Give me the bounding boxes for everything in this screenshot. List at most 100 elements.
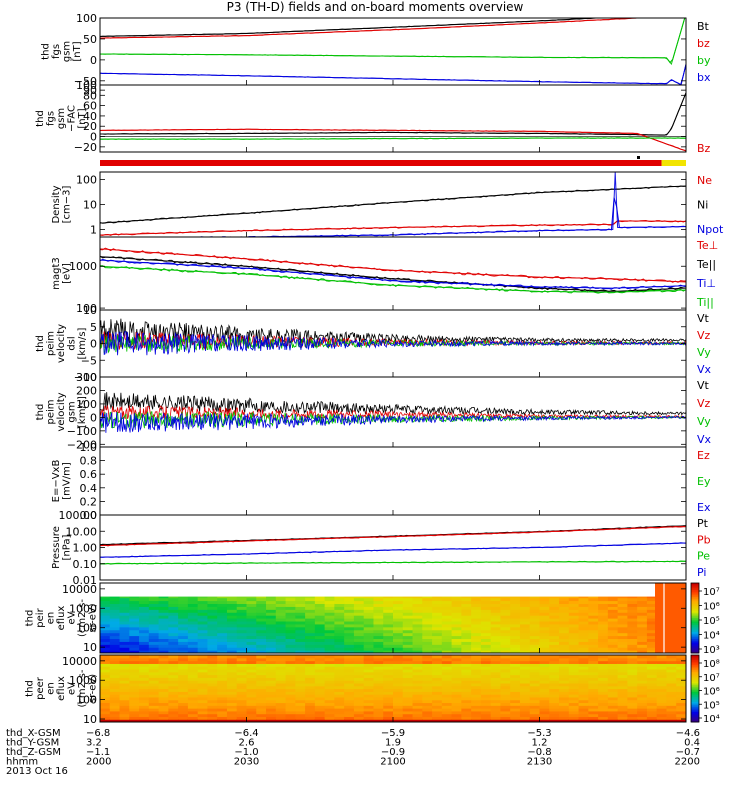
heatmap-cell xyxy=(637,713,648,718)
heatmap-cell xyxy=(305,713,316,718)
heatmap-cell xyxy=(334,655,345,659)
heatmap-cell xyxy=(187,688,199,692)
heatmap-cell xyxy=(187,620,199,625)
heatmap-cell xyxy=(402,644,414,648)
heatmap-cell xyxy=(676,699,686,704)
heatmap-cell xyxy=(266,650,277,653)
heatmap-cell xyxy=(100,600,111,605)
heatmap-cell xyxy=(334,696,345,701)
heatmap-cell xyxy=(607,660,619,664)
heatmap-cell xyxy=(627,603,638,607)
heatmap-cell xyxy=(226,644,238,648)
heatmap-cell xyxy=(305,638,316,642)
heatmap-cell xyxy=(588,682,599,687)
heatmap-cell xyxy=(471,685,482,690)
heatmap-cell xyxy=(217,719,228,722)
heatmap-cell xyxy=(617,600,628,605)
heatmap-cell xyxy=(305,682,316,687)
heatmap-cell xyxy=(139,629,150,634)
heatmap-cell xyxy=(324,708,335,712)
heatmap-cell xyxy=(441,615,453,619)
heatmap-cell xyxy=(100,629,111,634)
heatmap-cell xyxy=(578,638,589,642)
heatmap-cell xyxy=(578,680,589,684)
heatmap-cell xyxy=(539,655,550,659)
heatmap-cell xyxy=(197,719,209,722)
heatmap-cell xyxy=(344,713,355,718)
heatmap-cell xyxy=(519,708,531,712)
heatmap-cell xyxy=(568,713,580,718)
heatmap-cell xyxy=(598,694,609,698)
heatmap-cell xyxy=(598,629,609,634)
heatmap-cell xyxy=(373,629,384,634)
heatmap-cell xyxy=(139,666,150,670)
heatmap-cell xyxy=(490,671,502,676)
heatmap-cell xyxy=(383,666,394,670)
heatmap-cell xyxy=(295,680,306,684)
y-axis-label: [mV/m] xyxy=(61,462,72,500)
heatmap-cell xyxy=(412,657,423,662)
heatmap-cell xyxy=(363,597,375,602)
heatmap-cell xyxy=(588,710,599,715)
heatmap-cell xyxy=(334,641,345,645)
heatmap-cell xyxy=(226,710,238,715)
heatmap-cell xyxy=(314,696,326,701)
heatmap-cell xyxy=(656,660,668,664)
heatmap-cell xyxy=(637,644,648,648)
heatmap-cell xyxy=(441,638,453,642)
heatmap-cell xyxy=(422,677,433,681)
heatmap-cell xyxy=(285,629,296,634)
heatmap-cell xyxy=(344,668,355,673)
heatmap-cell xyxy=(256,716,267,720)
legend-entry-Vt: Vt xyxy=(697,379,710,392)
heatmap-cell xyxy=(471,691,482,695)
y-tick-label: 0.01 xyxy=(73,574,98,587)
heatmap-cell xyxy=(314,647,326,651)
x-axis-value: 2130 xyxy=(527,757,552,768)
heatmap-cell xyxy=(256,606,267,610)
heatmap-cell xyxy=(314,623,326,628)
heatmap-cell xyxy=(334,716,345,720)
heatmap-cell xyxy=(344,603,355,607)
heatmap-cell xyxy=(412,702,423,706)
heatmap-cell xyxy=(139,682,150,687)
heatmap-cell xyxy=(627,713,638,718)
heatmap-cell xyxy=(549,677,560,681)
y-tick-label: 100 xyxy=(76,12,97,25)
panel-frame xyxy=(99,446,687,516)
heatmap-cell xyxy=(344,688,355,692)
heatmap-cell xyxy=(275,609,287,613)
heatmap-cell xyxy=(207,677,218,681)
colorbar-step xyxy=(691,688,699,691)
heatmap-cell xyxy=(373,713,384,718)
heatmap-cell xyxy=(490,618,502,622)
heatmap-cell xyxy=(226,688,238,692)
heatmap-cell xyxy=(559,657,570,662)
heatmap-cell xyxy=(490,603,502,607)
heatmap-cell xyxy=(383,657,394,662)
heatmap-cell xyxy=(539,705,550,709)
y-tick-label: 0.0 xyxy=(80,509,98,522)
heatmap-cell xyxy=(168,647,179,651)
heatmap-cell xyxy=(393,716,404,720)
heatmap-cell xyxy=(510,638,521,642)
heatmap-cell xyxy=(510,719,521,722)
heatmap-cell xyxy=(666,685,677,690)
colorbar-step xyxy=(691,708,699,711)
heatmap-cell xyxy=(646,635,658,640)
heatmap-cell xyxy=(451,623,462,628)
heatmap-cell xyxy=(207,691,218,695)
heatmap-cell xyxy=(393,650,404,653)
heatmap-cell xyxy=(324,600,335,605)
heatmap-cell xyxy=(578,719,589,722)
heatmap-cell xyxy=(539,682,550,687)
heatmap-cell xyxy=(510,635,521,640)
heatmap-cell xyxy=(275,650,287,653)
heatmap-cell xyxy=(246,671,257,676)
heatmap-cell xyxy=(559,632,570,637)
heatmap-cell xyxy=(353,618,365,622)
heatmap-cell xyxy=(461,705,472,709)
heatmap-cell xyxy=(207,696,218,701)
heatmap-cell xyxy=(578,626,589,631)
